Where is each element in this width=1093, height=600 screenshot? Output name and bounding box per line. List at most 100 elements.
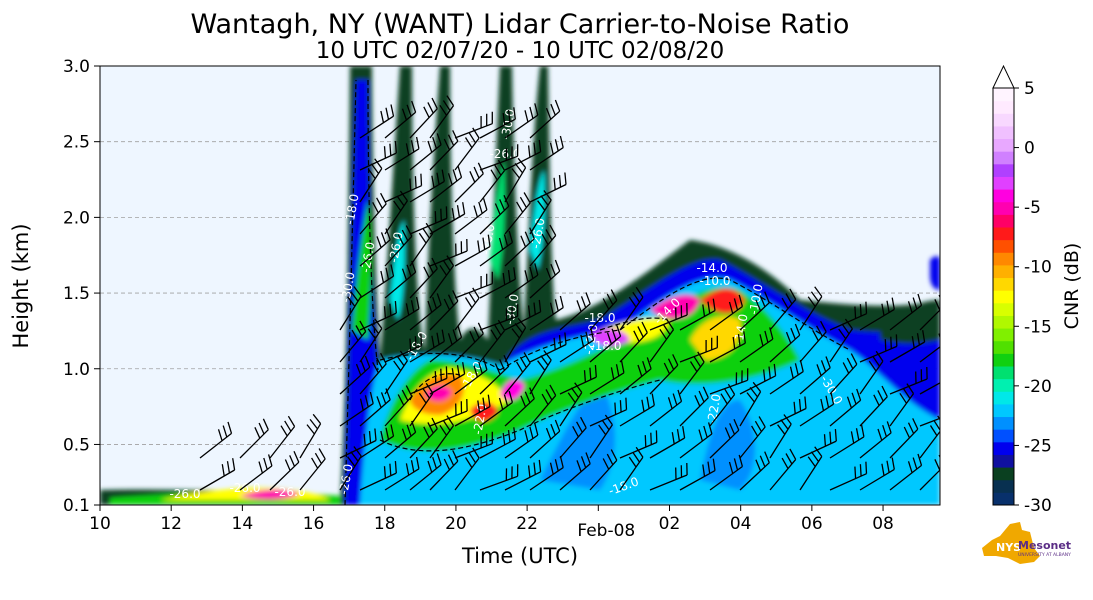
wind-barb [769,359,804,395]
wind-barb [454,198,488,235]
x-tick-label: 06 [801,514,823,534]
wind-barb [829,461,868,491]
wind-barb [859,350,884,395]
wind-barb [799,320,827,363]
contour-label: -14.0 [696,261,727,275]
wind-barb [769,448,797,491]
wind-barb [339,428,377,459]
wind-barb [649,462,688,491]
wind-barb [479,464,519,491]
wind-barb [384,225,413,267]
colorbar-label: CNR (dB) [1061,243,1083,330]
y-tick-label: 1.0 [63,360,90,380]
wind-barb [479,159,506,203]
wind-barb [504,103,539,139]
wind-barb [679,386,709,427]
x-tick-label: 20 [445,514,467,534]
wind-barb [889,453,923,491]
wind-barb [454,431,493,459]
colorbar-swatch [993,416,1014,430]
contour-label: -10.0 [699,274,730,288]
wind-barb [409,169,445,203]
x-tick-label: 16 [303,514,325,534]
wind-barb [409,97,438,139]
wind-barb [919,454,940,491]
wind-barbs [199,95,940,491]
wind-barb [479,230,514,267]
wind-barb [429,255,455,299]
colorbar-swatch [993,391,1014,405]
colorbar-tick-label: -5 [1024,198,1041,218]
wind-barb [409,329,445,363]
wind-barb [409,453,442,491]
wind-barb [429,202,466,235]
wind-barb [619,286,644,331]
chart-subtitle: 10 UTC 02/07/20 - 10 UTC 02/08/20 [316,38,725,64]
logo-sub: UNIVERSITY AT ALBANY [1018,552,1071,558]
wind-barb [504,299,542,331]
colorbar-swatch [993,353,1014,367]
wind-barb [359,388,391,427]
wind-barb [409,417,438,459]
wind-barb [649,389,683,427]
wind-barb [429,130,459,171]
wind-barb [739,451,770,491]
wind-barb [479,319,506,363]
wind-barb [409,382,434,427]
wind-barb [409,222,434,267]
wind-barb [799,356,831,395]
colorbar-swatch [993,454,1014,468]
wind-barb [199,421,233,459]
x-axis-label: Time (UTC) [461,544,578,568]
wind-barb [709,383,736,427]
wind-barb [269,415,296,459]
wind-barb [384,456,420,491]
wind-barb [919,294,940,331]
wind-barb [529,135,564,171]
logo-nys: NYS [996,541,1021,554]
wind-barb [429,95,455,139]
x-tick-label: 14 [232,514,254,534]
wind-barb [269,450,300,491]
contour-label: -30.0 [338,271,357,304]
contour-label: -26.0 [528,217,547,250]
wind-barb [454,358,488,395]
wind-barb [859,334,898,363]
wind-barb [529,172,567,203]
wind-barb [679,422,713,459]
colorbar-frame [992,87,1015,506]
wind-barb [679,458,716,491]
y-tick-label: 0.5 [63,435,90,455]
colorbar-swatch [993,163,1014,177]
wind-barb [504,317,527,363]
colorbar-swatch [993,378,1014,392]
wind-barb [679,351,705,395]
wind-barb [429,362,466,395]
contour-label: -26.0 [358,241,377,274]
colorbar-swatch [993,302,1014,316]
colorbar-swatch [993,100,1014,114]
x-tick-label: 22 [516,514,538,534]
plot-frame [99,65,941,506]
colorbar-swatch [993,252,1014,266]
wind-barb [384,420,417,459]
wind-barb [454,322,484,363]
wind-barb [359,318,383,363]
wind-barb [919,417,940,427]
wind-barb [739,327,774,363]
colorbar-swatch [993,88,1014,102]
colorbar-swatch [993,479,1014,493]
wind-barb [889,418,919,459]
wind-barb [454,287,480,331]
colorbar-tick-label: -15 [1024,317,1052,337]
wind-barb [709,454,744,491]
wind-barb [199,458,236,491]
wind-barb [829,388,862,427]
colorbar-swatch [993,125,1014,140]
wind-barb [339,320,367,363]
wind-barb [454,234,491,267]
wind-barb [769,288,797,331]
wind-barb [889,383,915,427]
wind-barb [384,260,417,299]
wind-barb [769,323,801,363]
